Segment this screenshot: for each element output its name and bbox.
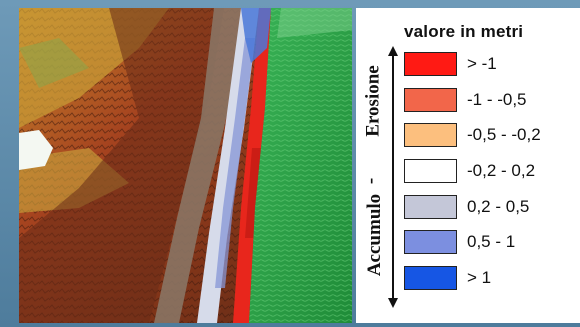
legend-row-label: -0,2 - 0,2 — [467, 161, 536, 180]
legend-swatch — [404, 195, 457, 219]
legend-row: -0,2 - 0,2 — [404, 158, 535, 184]
legend-row: 0,2 - 0,5 — [404, 194, 529, 220]
legend-row: > -1 — [404, 51, 497, 77]
legend-swatch — [404, 123, 457, 147]
legend-row: -1 - -0,5 — [404, 87, 527, 113]
sea-waves — [249, 8, 352, 323]
sea-haze — [277, 8, 352, 38]
axis-separator: - — [360, 177, 382, 185]
legend-row-label: > -1 — [467, 54, 497, 73]
accumulation-label: Accumulo — [364, 193, 386, 277]
accumulation-core — [215, 38, 255, 288]
legend-row-label: 0,2 - 0,5 — [467, 197, 530, 216]
dem-map — [19, 8, 352, 323]
legend-row-label: -1 - -0,5 — [467, 90, 527, 109]
legend-title: valore in metri — [404, 22, 524, 41]
legend-swatch — [404, 88, 457, 112]
legend-panel: valore in metri Erosione - Accumulo > -1… — [356, 8, 580, 323]
legend-row: 0,5 - 1 — [404, 229, 515, 255]
legend-swatch — [404, 52, 457, 76]
legend-swatch — [404, 266, 457, 290]
vegetation-patch — [19, 38, 89, 88]
legend-row-label: > 1 — [467, 268, 492, 287]
legend-row: > 1 — [404, 265, 491, 291]
legend-row: -0,5 - -0,2 — [404, 122, 541, 148]
blue-cliff — [241, 8, 271, 63]
erosion-label: Erosione — [362, 65, 384, 137]
dem-map-image — [19, 8, 352, 323]
ridge — [154, 8, 249, 323]
legend-swatch — [404, 230, 457, 254]
legend-swatch — [404, 159, 457, 183]
legend-axis-arrow — [386, 46, 400, 308]
legend-row-label: -0,5 - -0,2 — [467, 125, 541, 144]
legend-row-label: 0,5 - 1 — [467, 232, 516, 251]
mountain-slope — [19, 8, 224, 323]
lake — [19, 130, 53, 170]
